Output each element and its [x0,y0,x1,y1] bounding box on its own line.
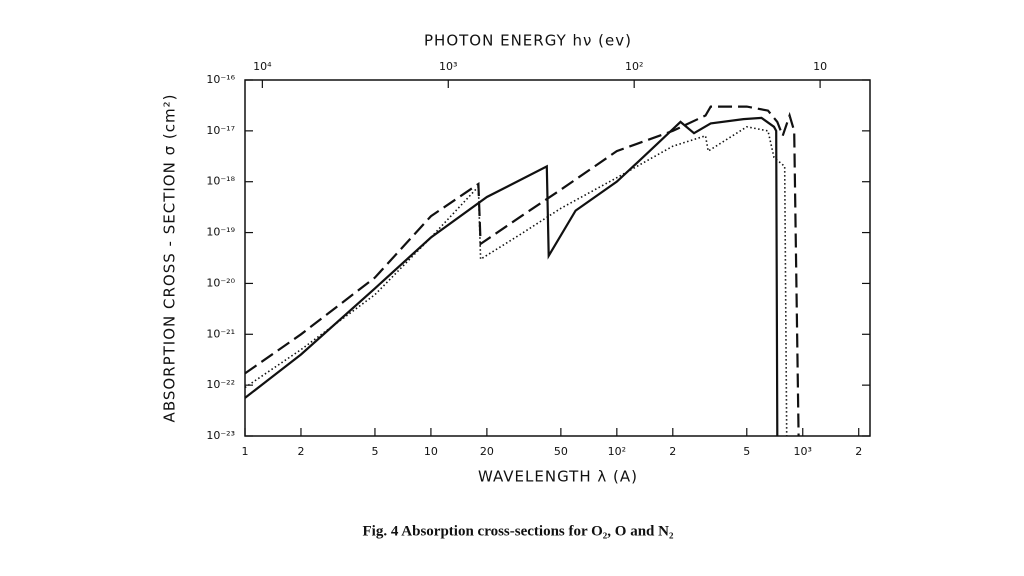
y-tick-label: 10⁻¹⁷ [206,124,235,137]
x2-tick-label: 10⁴ [253,60,272,73]
y-tick-label: 10⁻¹⁹ [206,226,235,239]
x-tick-label: 50 [554,445,568,458]
x-axis-label: WAVELENGTH λ (A) [478,468,638,486]
x-tick-label: 2 [855,445,862,458]
y-tick-label: 10⁻²¹ [206,327,235,340]
x-tick-label: 10² [608,445,626,458]
y-tick-label: 10⁻¹⁸ [206,175,235,188]
x-tick-label: 10³ [794,445,812,458]
x-tick-label: 5 [743,445,750,458]
y-axis-label: ABSORPTION CROSS - SECTION σ (cm²) [161,94,179,423]
x-tick-label: 20 [480,445,494,458]
x-tick-label: 2 [669,445,676,458]
y-tick-label: 10⁻²³ [206,429,235,442]
chart-title: PHOTON ENERGY hν (ev) [424,32,632,50]
x2-tick-label: 10³ [439,60,457,73]
plot-frame [244,79,871,437]
y-tick-label: 10⁻²² [206,378,235,391]
y-tick-label: 10⁻¹⁶ [206,73,235,86]
series-line [244,105,800,437]
series-line [244,125,788,437]
series-line [244,116,779,437]
x-tick-label: 1 [242,445,249,458]
caption: Fig. 4 Absorption cross-sections for O₂,… [363,523,674,539]
x-tick-label: 10 [424,445,438,458]
x2-tick-label: 10 [813,60,827,73]
x-tick-label: 5 [371,445,378,458]
y-tick-label: 10⁻²⁰ [206,276,235,289]
x2-tick-label: 10² [625,60,643,73]
x-tick-label: 2 [297,445,304,458]
